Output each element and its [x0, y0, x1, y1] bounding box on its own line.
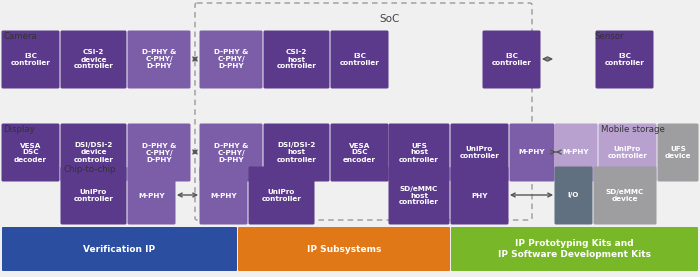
Text: DSI/DSI-2
device
controller: DSI/DSI-2 device controller: [74, 142, 113, 163]
Text: Chip-to-chip: Chip-to-chip: [64, 165, 116, 174]
Text: UniPro
controller: UniPro controller: [262, 189, 302, 202]
Text: UniPro
controller: UniPro controller: [608, 146, 648, 159]
Text: SD/eMMC
host
controller: SD/eMMC host controller: [399, 186, 439, 206]
Text: IP Subsystems: IP Subsystems: [307, 245, 382, 253]
Text: M-PHY: M-PHY: [138, 193, 164, 199]
FancyBboxPatch shape: [554, 166, 592, 224]
Text: I3C
controller: I3C controller: [340, 53, 379, 66]
Text: UFS
device: UFS device: [665, 146, 692, 159]
FancyBboxPatch shape: [510, 124, 554, 181]
Text: CSI-2
host
controller: CSI-2 host controller: [276, 50, 316, 70]
FancyBboxPatch shape: [127, 166, 176, 224]
FancyBboxPatch shape: [60, 30, 127, 88]
Text: SoC: SoC: [380, 14, 400, 24]
Text: DSI/DSI-2
host
controller: DSI/DSI-2 host controller: [276, 142, 316, 163]
FancyBboxPatch shape: [451, 124, 508, 181]
Text: M-PHY: M-PHY: [519, 150, 545, 155]
Text: VESA
DSC
encoder: VESA DSC encoder: [343, 142, 376, 163]
FancyBboxPatch shape: [598, 124, 657, 181]
FancyBboxPatch shape: [594, 166, 657, 224]
FancyBboxPatch shape: [330, 30, 388, 88]
FancyBboxPatch shape: [127, 124, 190, 181]
Text: I3C
controller: I3C controller: [605, 53, 645, 66]
Text: Mobile storage: Mobile storage: [601, 125, 665, 134]
FancyBboxPatch shape: [389, 124, 449, 181]
FancyBboxPatch shape: [451, 166, 508, 224]
Text: D-PHY &
C-PHY/
D-PHY: D-PHY & C-PHY/ D-PHY: [142, 50, 176, 70]
FancyBboxPatch shape: [238, 227, 450, 271]
FancyBboxPatch shape: [330, 124, 388, 181]
FancyBboxPatch shape: [657, 124, 699, 181]
Text: Sensor: Sensor: [594, 32, 624, 41]
Text: UFS
host
controller: UFS host controller: [399, 142, 439, 163]
Text: SD/eMMC
device: SD/eMMC device: [606, 189, 644, 202]
FancyBboxPatch shape: [389, 166, 449, 224]
FancyBboxPatch shape: [1, 30, 60, 88]
Text: Camera: Camera: [3, 32, 36, 41]
Text: M-PHY: M-PHY: [210, 193, 237, 199]
Text: VESA
DSC
decoder: VESA DSC decoder: [14, 142, 47, 163]
Text: M-PHY: M-PHY: [563, 150, 589, 155]
Text: I3C
controller: I3C controller: [491, 53, 531, 66]
Text: I3C
controller: I3C controller: [10, 53, 50, 66]
Text: UniPro
controller: UniPro controller: [74, 189, 113, 202]
Text: Verification IP: Verification IP: [83, 245, 155, 253]
FancyBboxPatch shape: [554, 124, 598, 181]
Text: UniPro
controller: UniPro controller: [460, 146, 499, 159]
FancyBboxPatch shape: [596, 30, 654, 88]
FancyBboxPatch shape: [199, 124, 262, 181]
Text: IP Prototyping Kits and
IP Software Development Kits: IP Prototyping Kits and IP Software Deve…: [498, 239, 651, 259]
FancyBboxPatch shape: [60, 124, 127, 181]
Text: CSI-2
device
controller: CSI-2 device controller: [74, 50, 113, 70]
FancyBboxPatch shape: [1, 124, 60, 181]
Text: D-PHY &
C-PHY/
D-PHY: D-PHY & C-PHY/ D-PHY: [142, 142, 176, 163]
FancyBboxPatch shape: [451, 227, 698, 271]
FancyBboxPatch shape: [263, 30, 330, 88]
FancyBboxPatch shape: [263, 124, 330, 181]
FancyBboxPatch shape: [60, 166, 127, 224]
Text: D-PHY &
C-PHY/
D-PHY: D-PHY & C-PHY/ D-PHY: [214, 142, 248, 163]
FancyBboxPatch shape: [482, 30, 540, 88]
Text: PHY: PHY: [471, 193, 488, 199]
Text: Display: Display: [3, 125, 35, 134]
FancyBboxPatch shape: [199, 30, 262, 88]
FancyBboxPatch shape: [127, 30, 190, 88]
FancyBboxPatch shape: [199, 166, 248, 224]
FancyBboxPatch shape: [248, 166, 314, 224]
Text: D-PHY &
C-PHY/
D-PHY: D-PHY & C-PHY/ D-PHY: [214, 50, 248, 70]
Text: I/O: I/O: [568, 193, 579, 199]
FancyBboxPatch shape: [2, 227, 237, 271]
